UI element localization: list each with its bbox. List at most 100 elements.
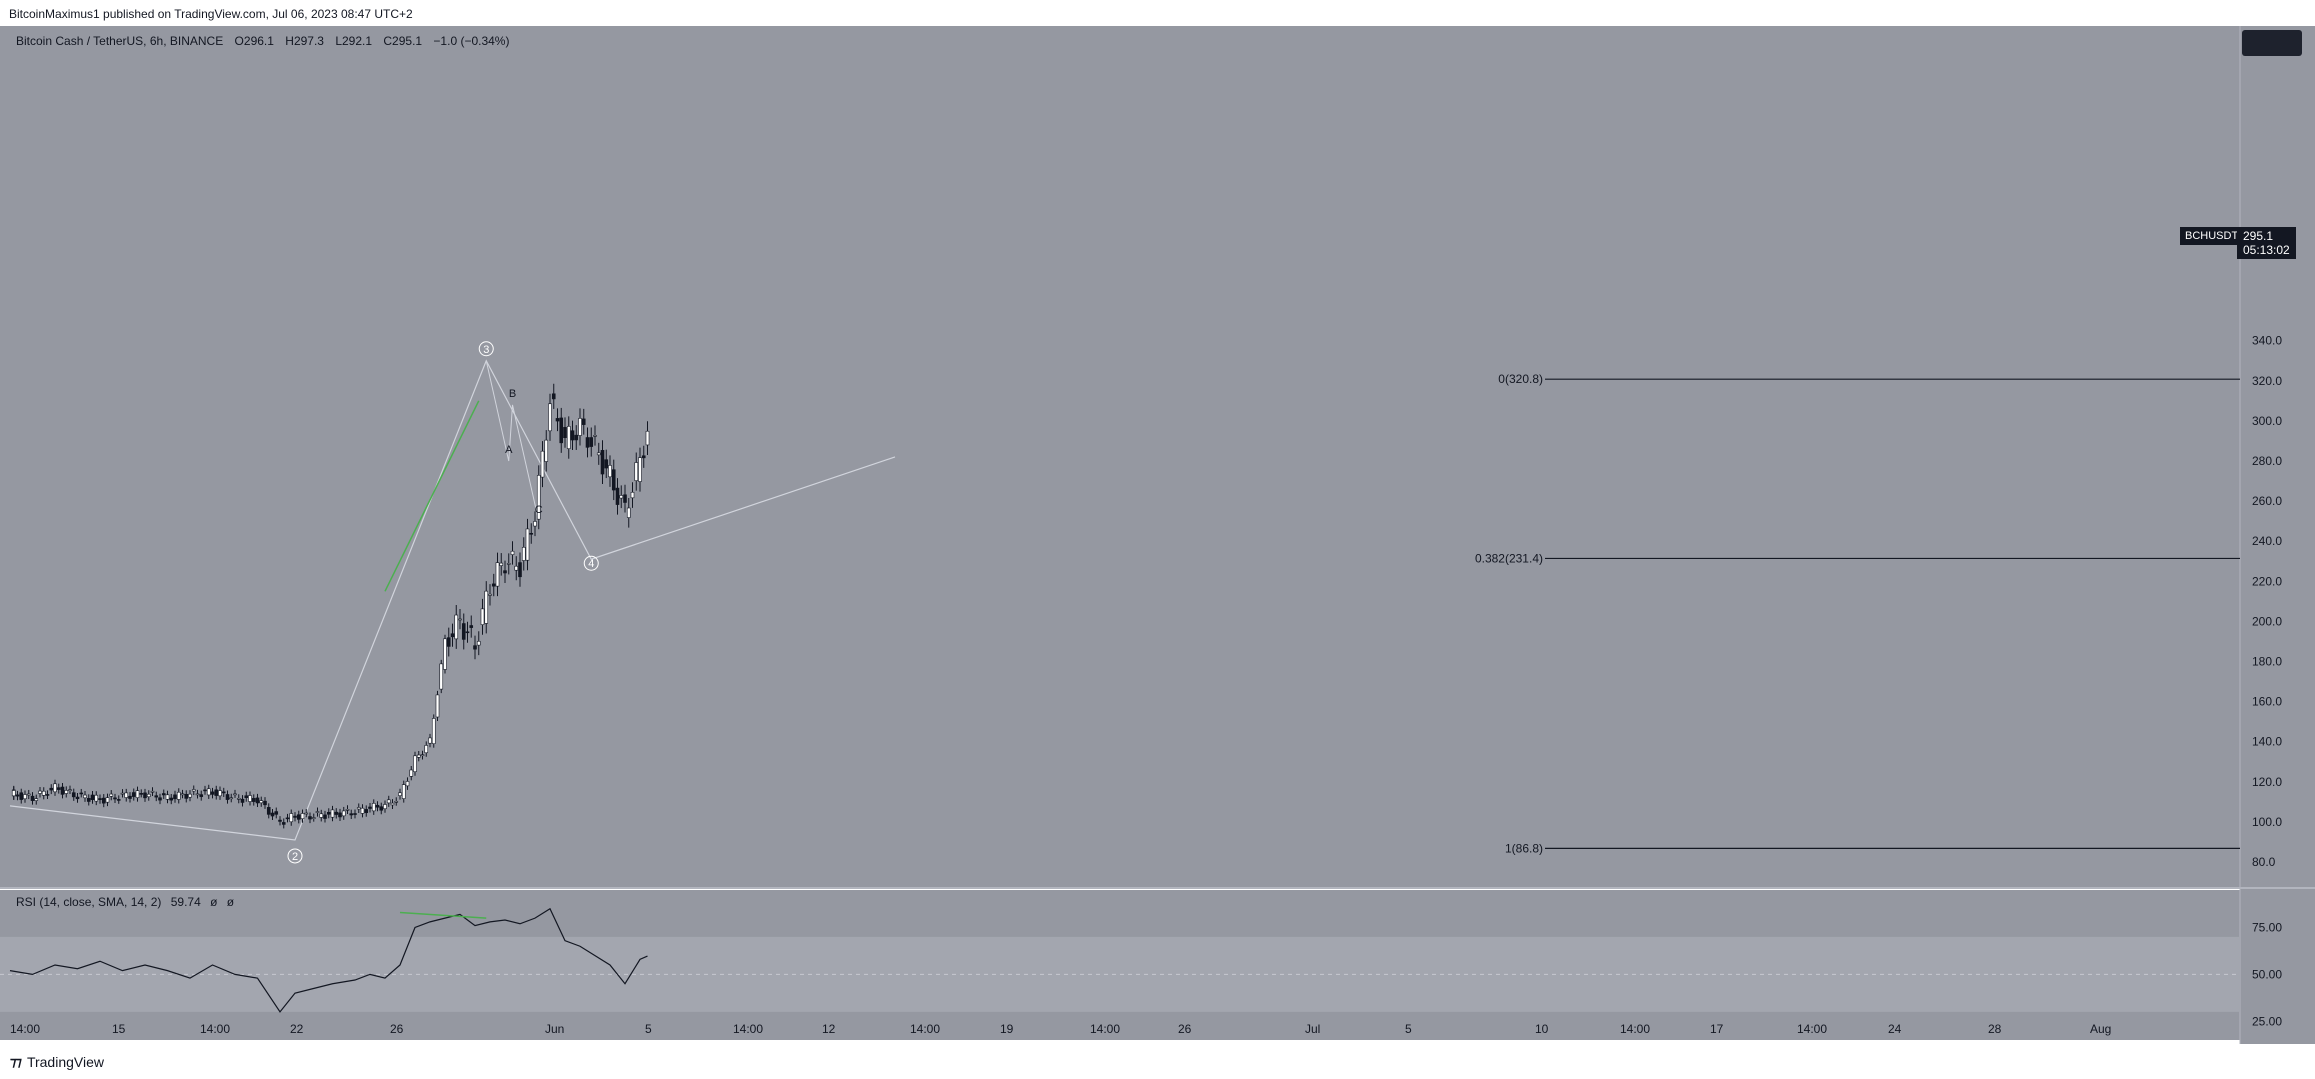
candle-body [244,795,249,799]
x-tick-label: 26 [1178,1022,1192,1036]
tradingview-brand: TradingView [26,1054,104,1070]
candle-body [593,435,597,437]
candle-body [488,593,492,596]
candle-body [300,813,305,820]
candle-body [150,790,155,793]
candle-body [630,491,635,499]
candle-body [506,563,511,565]
candle-body [206,788,211,796]
rsi-name: RSI (14, close, SMA, 14, 2) [16,895,162,909]
candle-body [23,794,27,800]
candle-body [585,437,590,448]
rsi-value: 59.74 [170,895,201,909]
candle-body [476,640,481,646]
footer: ⁊⁊ TradingView [0,1044,2315,1079]
candle-body [71,792,76,798]
rsi-tick-label: 25.00 [2252,1014,2282,1028]
symbol-name: Bitcoin Cash / TetherUS, 6h, BINANCE [16,34,224,48]
candle-body [431,718,436,744]
candle-body [499,562,504,566]
candle-body [559,417,564,444]
publish-info: BitcoinMaximus1 published on TradingView… [9,7,413,21]
candle-body [56,787,61,790]
wave-label-circle [583,555,599,571]
candle-body [169,797,174,801]
candle-body [251,798,256,802]
x-tick-label: 14:00 [200,1022,230,1036]
candle-body [221,791,226,794]
candle-body [338,812,342,818]
candle-body [274,811,279,815]
candle-body [563,427,567,439]
candle-body [491,583,496,587]
y-tick-label: 260.0 [2252,494,2282,508]
toolbar-button[interactable] [2242,30,2302,56]
candle-body [191,789,196,792]
candle-body [458,618,462,621]
wave-label: 4 [588,558,594,570]
candle-body [349,813,354,816]
candle-body [293,815,297,818]
candle-body [589,437,594,447]
candle-body [154,795,159,798]
candle-body [360,807,365,814]
candle-body [450,633,455,638]
candle-body [240,798,245,803]
candle-body [315,811,320,813]
candle-body [278,819,282,822]
x-tick-label: 15 [112,1022,126,1036]
x-tick-label: 14:00 [733,1022,763,1036]
candle-body [443,638,447,670]
candle-body [390,802,395,806]
y-tick-label: 340.0 [2252,334,2282,348]
candle-body [225,794,230,800]
candle-body [139,793,144,795]
candle-body [596,452,601,456]
fib-label: 0(320.8) [1498,372,1543,386]
candle-body [604,459,609,469]
candle-body [518,562,522,578]
candle-body [608,465,612,478]
rsi-extra-2: ø [226,895,235,909]
candle-body [308,816,312,820]
wave-label-circle [478,341,494,357]
wave-label: B [509,388,516,400]
y-tick-label: 280.0 [2252,454,2282,468]
candle-body [548,403,552,432]
y-tick-label: 80.0 [2252,855,2276,869]
price-axis-bg [2240,26,2315,1044]
candle-body [420,754,425,757]
candle-body [581,418,586,425]
candle-body [645,430,650,446]
candle-body [68,789,72,791]
candle-body [356,807,361,810]
change-value: −1.0 (−0.34%) [433,34,510,48]
rsi-line [9,907,648,1013]
x-tick-label: 19 [1000,1022,1014,1036]
candle-body [248,795,252,802]
candle-body [473,645,477,650]
y-tick-label: 300.0 [2252,414,2282,428]
tradingview-logo[interactable]: ⁊⁊ TradingView [10,1054,104,1070]
candle-body [405,781,410,787]
candle-body [270,812,275,817]
candle-body [161,793,166,796]
candle-body [435,694,440,718]
candle-body [439,663,444,690]
candle-body [131,792,136,797]
candle-body [416,754,421,758]
correction-wave-line [485,360,540,522]
candle-body [11,790,16,797]
candle-body [304,812,309,815]
candle-body [79,792,84,795]
chart-canvas[interactable]: 0(320.8) 0.382(231.4) 1(86.8) 2 3 A B C 4 80.0 1… [0,26,2315,1044]
candle-body [461,623,466,640]
candle-body [484,590,489,624]
candle-body [521,546,526,561]
candle-body [218,790,222,797]
candle-body [578,418,582,436]
x-tick-label: 26 [390,1022,404,1036]
candle-body [83,794,87,799]
candle-body [120,792,125,795]
x-tick-label: 22 [290,1022,304,1036]
